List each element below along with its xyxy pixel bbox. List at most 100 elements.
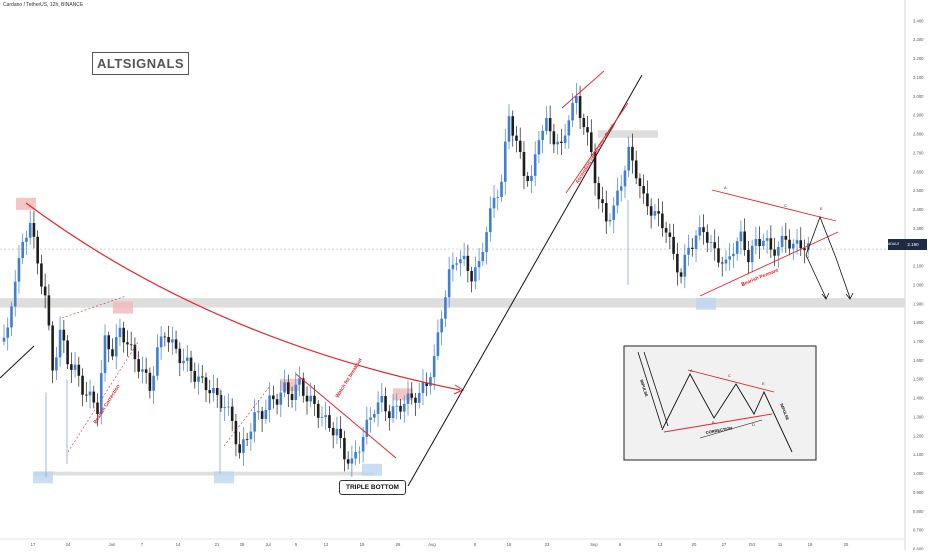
candle-body	[346, 459, 350, 464]
bottom-highlight	[33, 471, 53, 484]
candle-body	[309, 395, 313, 402]
inset-wave	[661, 373, 793, 453]
candle-body	[174, 339, 178, 349]
y-tick-label: 2.600	[913, 169, 924, 174]
candle-body	[604, 203, 608, 222]
candle-body	[114, 337, 118, 357]
pennant-point-label: E	[820, 206, 823, 211]
candle-body	[784, 235, 788, 240]
candle-body	[713, 242, 717, 249]
candle-body	[687, 247, 690, 255]
y-tick-label: 0.700	[913, 528, 924, 533]
inset-upper-line	[687, 369, 775, 393]
uptrend-line	[407, 74, 643, 487]
top-highlight	[113, 301, 133, 314]
candle-body	[642, 186, 645, 194]
candle-body	[455, 263, 458, 265]
downtrend-arc	[25, 202, 461, 391]
candle-body	[769, 238, 773, 250]
ascending-channel-top	[561, 70, 605, 109]
candle-body	[533, 154, 537, 176]
y-tick-label: 3.400	[913, 18, 924, 23]
resistance-band	[598, 130, 658, 138]
candle-body	[328, 415, 331, 428]
inset-point-label: C	[728, 373, 731, 378]
pennant-point-label: C	[784, 203, 787, 208]
y-tick-label: 2.100	[913, 264, 924, 269]
candle-body	[791, 243, 795, 249]
candle-body	[459, 259, 462, 264]
candle-body	[373, 413, 376, 418]
candle-body	[560, 141, 563, 144]
candle-body	[582, 118, 586, 128]
projection-path-a	[805, 215, 851, 299]
candle-body	[208, 390, 212, 394]
candle-body	[28, 222, 32, 238]
candle-body	[485, 232, 488, 253]
candle-body	[732, 253, 735, 257]
candle-body	[657, 211, 660, 214]
x-tick-label: 5	[295, 542, 298, 547]
candle-body	[571, 102, 574, 121]
candle-body	[444, 297, 447, 319]
candle-body	[77, 364, 81, 376]
candle-body	[148, 372, 152, 391]
candle-body	[156, 347, 159, 376]
candle-body	[709, 242, 713, 244]
candle-body	[200, 376, 204, 378]
candle-body	[593, 152, 597, 184]
candle-body	[530, 175, 533, 182]
bottom-highlight	[362, 463, 382, 476]
y-tick-label: 0.800	[913, 509, 924, 514]
watch-breakout-label: Watch for breakout	[335, 357, 364, 399]
candle-body	[21, 241, 25, 259]
candle-body	[107, 335, 111, 350]
candle-body	[417, 392, 421, 403]
candle-body	[806, 243, 810, 251]
candle-body	[230, 406, 234, 421]
candle-body	[780, 235, 784, 247]
x-tick-label: 23	[545, 542, 550, 547]
candle-body	[283, 382, 286, 393]
y-tick-label: 1.600	[913, 358, 924, 363]
candle-body	[623, 170, 627, 187]
y-tick-label: 1.100	[913, 452, 924, 457]
x-tick-label: 17	[31, 542, 36, 547]
candle-body	[447, 269, 451, 298]
y-tick-label: 2.000	[913, 282, 924, 287]
candle-body	[253, 412, 256, 432]
candle-body	[653, 211, 657, 216]
inset-box	[623, 345, 817, 461]
candle-body	[672, 236, 675, 254]
candle-body	[182, 360, 185, 364]
candle-body	[257, 411, 260, 413]
candle-body	[720, 262, 724, 264]
candle-body	[676, 253, 679, 273]
candle-body	[436, 332, 440, 357]
bottom-highlight	[696, 297, 716, 310]
y-tick-label: 2.400	[913, 207, 924, 212]
x-tick-label: 28	[240, 542, 245, 547]
current-price-value: 2.190	[907, 242, 919, 247]
y-tick-label: 1.400	[913, 396, 924, 401]
candle-body	[118, 327, 122, 338]
candle-body	[414, 397, 417, 403]
candle-body	[17, 258, 21, 282]
top-highlight	[393, 388, 413, 401]
candle-body	[466, 255, 470, 271]
y-tick-label: 1.700	[913, 339, 924, 344]
candle-body	[627, 146, 631, 171]
correction-channel-top	[61, 295, 127, 319]
candle-body	[249, 431, 253, 440]
candle-body	[773, 249, 776, 256]
candle-body	[765, 238, 769, 241]
candle-body	[6, 327, 10, 338]
candle-body	[739, 231, 743, 242]
candle-body	[129, 344, 133, 346]
brand-logo: ALTSIGNALS	[92, 52, 190, 75]
candle-body	[717, 248, 720, 263]
arrowhead	[845, 292, 854, 300]
candle-body	[92, 391, 96, 403]
